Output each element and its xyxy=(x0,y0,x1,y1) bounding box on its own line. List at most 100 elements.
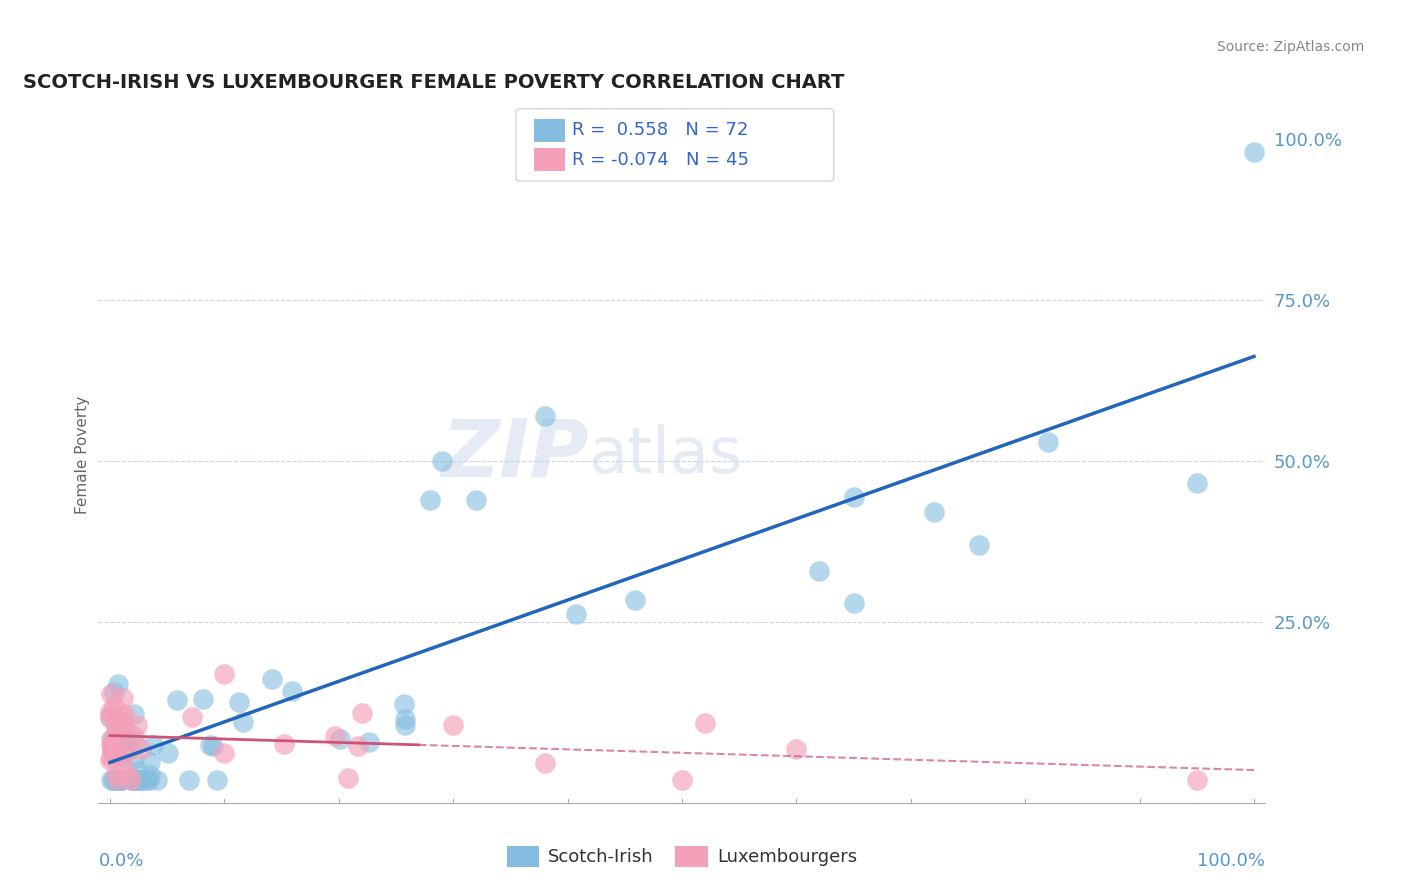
Point xyxy=(323,729,346,743)
Point xyxy=(1185,475,1208,490)
Point xyxy=(117,768,139,782)
Point xyxy=(105,773,128,788)
Point xyxy=(110,738,132,752)
Point xyxy=(127,764,149,778)
Point xyxy=(394,718,416,732)
Text: R = -0.074   N = 45: R = -0.074 N = 45 xyxy=(572,151,749,169)
Point xyxy=(104,745,127,759)
Point xyxy=(350,706,373,720)
Text: SCOTCH-IRISH VS LUXEMBOURGER FEMALE POVERTY CORRELATION CHART: SCOTCH-IRISH VS LUXEMBOURGER FEMALE POVE… xyxy=(22,72,844,92)
Point xyxy=(111,748,134,763)
Point xyxy=(273,738,295,752)
Point xyxy=(671,772,693,787)
Point xyxy=(112,690,135,705)
Point xyxy=(105,773,128,788)
Point xyxy=(124,773,146,788)
Point xyxy=(112,707,135,722)
Point xyxy=(139,768,162,782)
Point xyxy=(112,708,135,723)
Point xyxy=(346,739,368,754)
Point xyxy=(1036,434,1059,449)
Point xyxy=(180,709,202,723)
Point xyxy=(394,712,416,726)
Point xyxy=(110,744,132,758)
Point xyxy=(120,742,142,756)
Point xyxy=(128,773,150,788)
Point xyxy=(166,693,188,707)
Point xyxy=(111,750,134,764)
Point xyxy=(624,593,647,607)
Point xyxy=(969,538,991,552)
Point xyxy=(281,683,304,698)
Point xyxy=(337,772,360,786)
Point xyxy=(111,715,134,730)
Point xyxy=(101,741,124,756)
Point xyxy=(122,752,145,766)
Point xyxy=(125,718,148,732)
Point xyxy=(100,753,122,767)
Text: atlas: atlas xyxy=(589,424,742,486)
Point xyxy=(842,491,865,505)
Point xyxy=(392,698,415,712)
Point xyxy=(103,699,125,714)
Point xyxy=(111,773,134,788)
Point xyxy=(103,685,125,699)
Point xyxy=(441,718,464,732)
Point xyxy=(138,773,160,788)
Point xyxy=(146,773,169,788)
Text: Source: ZipAtlas.com: Source: ZipAtlas.com xyxy=(1216,40,1364,54)
Point xyxy=(693,716,716,731)
Point xyxy=(430,454,453,468)
Point xyxy=(125,773,148,788)
Point xyxy=(100,687,122,701)
Point xyxy=(262,672,284,686)
Point xyxy=(103,731,125,745)
Point xyxy=(108,729,131,743)
Point xyxy=(103,773,125,788)
Point xyxy=(100,705,122,719)
Point xyxy=(122,729,145,743)
Point xyxy=(108,717,131,731)
Text: ZIP: ZIP xyxy=(441,416,589,494)
Text: 100.0%: 100.0% xyxy=(1198,852,1265,870)
Point xyxy=(104,718,127,732)
Point xyxy=(101,738,124,752)
Point xyxy=(135,773,157,788)
Point xyxy=(108,773,131,788)
Point xyxy=(201,739,224,753)
Point xyxy=(214,746,236,760)
Point xyxy=(100,738,122,752)
Point xyxy=(129,742,152,756)
Point xyxy=(100,741,122,756)
Point xyxy=(565,607,588,621)
Point xyxy=(112,759,135,773)
Point xyxy=(122,773,145,788)
Point xyxy=(232,715,254,730)
Point xyxy=(124,706,146,721)
Point xyxy=(1243,145,1265,160)
Legend: Scotch-Irish, Luxembourgers: Scotch-Irish, Luxembourgers xyxy=(499,838,865,874)
Point xyxy=(193,692,215,706)
Point xyxy=(1185,773,1208,788)
Point xyxy=(110,773,132,788)
Point xyxy=(108,734,131,748)
Point xyxy=(533,756,555,771)
Point xyxy=(100,731,122,746)
Point xyxy=(107,677,129,691)
Point xyxy=(112,725,135,739)
Point xyxy=(465,493,488,508)
Point xyxy=(114,723,136,738)
Point xyxy=(808,564,831,578)
Point xyxy=(129,773,152,788)
Point xyxy=(108,745,131,759)
Point xyxy=(105,773,128,788)
Point xyxy=(122,734,145,748)
Point xyxy=(139,755,162,769)
Point xyxy=(107,773,129,788)
Point xyxy=(357,734,380,748)
Point xyxy=(100,749,122,764)
Point xyxy=(329,731,352,746)
Point xyxy=(107,773,129,788)
Point xyxy=(98,709,121,723)
Point xyxy=(785,742,807,756)
